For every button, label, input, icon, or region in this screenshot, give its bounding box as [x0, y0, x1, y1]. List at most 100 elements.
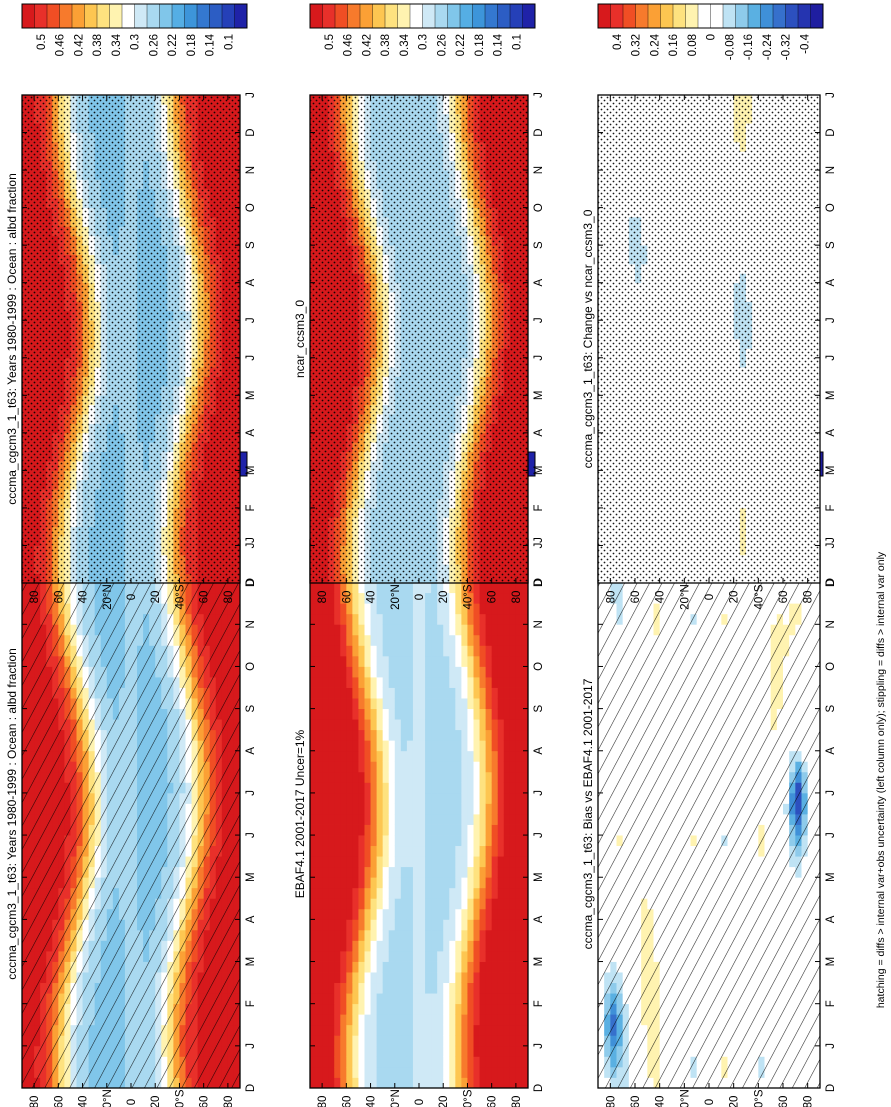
heatmap-cell	[419, 919, 426, 931]
heatmap-cell	[419, 677, 426, 688]
heatmap-cell	[370, 1014, 378, 1026]
heatmap-cell	[406, 634, 414, 646]
heatmap-cell	[328, 771, 335, 783]
lat-tick-label: 60	[53, 591, 65, 604]
heatmap-cell	[334, 719, 341, 731]
heatmap-cell	[328, 708, 335, 720]
heatmap-cell	[376, 645, 384, 657]
heatmap-cell	[400, 708, 408, 720]
heatmap-cell	[328, 645, 335, 657]
heatmap-cell	[437, 898, 444, 910]
heatmap-cell	[364, 835, 371, 847]
heatmap-cell	[370, 982, 378, 994]
heatmap-cell	[437, 972, 444, 984]
heatmap-cell	[376, 729, 384, 741]
heatmap-cell	[364, 729, 371, 741]
heatmap-cell	[340, 645, 347, 657]
heatmap-cell	[388, 845, 396, 857]
heatmap-cell	[310, 803, 317, 815]
heatmap-cell	[437, 814, 444, 825]
heatmap-cell	[388, 719, 396, 731]
heatmap-cell	[328, 814, 335, 825]
heatmap-cell	[364, 887, 371, 899]
heatmap-cell	[400, 866, 408, 878]
heatmap-cell	[310, 708, 317, 720]
heatmap-cell	[346, 1077, 353, 1089]
heatmap-cell	[406, 687, 414, 699]
heatmap-cell	[412, 824, 420, 836]
heatmap-cell	[370, 687, 378, 699]
heatmap-cell	[376, 972, 384, 984]
heatmap-cell	[334, 951, 341, 962]
heatmap-cell	[406, 582, 414, 594]
heatmap-cell	[431, 866, 438, 878]
heatmap-cell	[334, 961, 341, 973]
heatmap-cell	[412, 1045, 420, 1057]
heatmap-cell	[364, 951, 371, 962]
heatmap-cell	[370, 877, 378, 889]
heatmap-cell	[328, 845, 335, 857]
heatmap-cell	[328, 982, 335, 994]
heatmap-cell	[328, 792, 335, 804]
heatmap-cell	[431, 940, 438, 952]
heatmap-cell	[322, 803, 329, 815]
heatmap-cell	[425, 887, 432, 899]
heatmap-cell	[376, 624, 384, 636]
heatmap-cell	[412, 761, 420, 773]
colorbar-swatch	[172, 4, 185, 28]
heatmap-cell	[400, 655, 408, 667]
heatmap-cell	[340, 908, 347, 920]
heatmap-cell	[382, 877, 390, 889]
heatmap-cell	[406, 824, 414, 836]
heatmap-cell	[382, 634, 390, 646]
heatmap-cell	[340, 835, 347, 847]
heatmap-cell	[382, 729, 390, 741]
heatmap-cell	[340, 1045, 347, 1057]
heatmap-cell	[388, 1045, 396, 1057]
heatmap-cell	[310, 719, 317, 731]
heatmap-cell	[310, 929, 317, 941]
month-tick-label: J	[245, 317, 257, 323]
heatmap-cell	[425, 961, 432, 973]
heatmap-cell	[388, 908, 396, 920]
heatmap-cell	[322, 613, 329, 625]
heatmap-cell	[394, 771, 402, 783]
heatmap-cell	[322, 1014, 329, 1026]
heatmap-cell	[412, 1077, 420, 1089]
heatmap-cell	[425, 687, 432, 699]
heatmap-cell	[431, 708, 438, 720]
heatmap-cell	[400, 677, 408, 688]
heatmap-cell	[437, 1035, 444, 1047]
heatmap-cell	[358, 687, 365, 699]
heatmap-cell	[346, 708, 353, 720]
heatmap-cell	[310, 972, 317, 984]
heatmap-cell	[376, 750, 384, 762]
heatmap-cell	[334, 782, 341, 794]
heatmap-cell	[310, 866, 317, 878]
heatmap-cell	[400, 634, 408, 646]
heatmap-cell	[388, 729, 396, 741]
heatmap-cell	[340, 677, 347, 688]
heatmap-cell	[310, 750, 317, 762]
heatmap-cell	[400, 856, 408, 868]
heatmap-cell	[394, 908, 402, 920]
heatmap-cell	[334, 814, 341, 825]
heatmap-cell	[419, 729, 426, 741]
lat-tick-label: 80	[29, 1096, 41, 1107]
heatmap-cell	[419, 613, 426, 625]
heatmap-cell	[352, 592, 359, 604]
month-tick-label: O	[245, 662, 257, 671]
heatmap-cell	[382, 993, 390, 1005]
heatmap-cell	[437, 929, 444, 941]
heatmap-cell	[425, 666, 432, 678]
heatmap-cell	[431, 655, 438, 667]
heatmap-cell	[370, 1077, 378, 1089]
heatmap-cell	[431, 687, 438, 699]
heatmap-cell	[425, 729, 432, 741]
heatmap-cell	[310, 1056, 317, 1068]
heatmap-cell	[370, 887, 378, 899]
heatmap-cell	[334, 603, 341, 615]
heatmap-cell	[431, 835, 438, 847]
heatmap-cell	[328, 613, 335, 625]
heatmap-cell	[388, 666, 396, 678]
